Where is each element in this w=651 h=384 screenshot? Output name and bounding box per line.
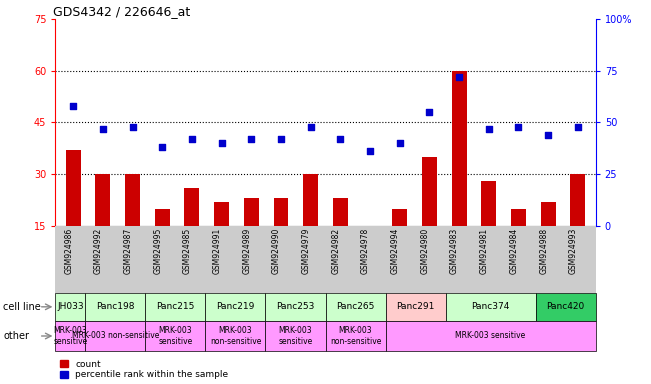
Text: Panc420: Panc420 xyxy=(547,302,585,311)
Text: MRK-003 non-sensitive: MRK-003 non-sensitive xyxy=(72,331,159,341)
Text: cell line: cell line xyxy=(3,302,41,312)
Point xyxy=(424,109,435,115)
Point xyxy=(187,136,197,142)
Text: MRK-003
sensitive: MRK-003 sensitive xyxy=(279,326,312,346)
Bar xyxy=(385,321,596,351)
Point xyxy=(157,144,167,151)
Point xyxy=(543,132,553,138)
Text: GSM924988: GSM924988 xyxy=(539,228,548,274)
Bar xyxy=(214,202,229,226)
Text: GDS4342 / 226646_at: GDS4342 / 226646_at xyxy=(53,5,190,18)
Text: GSM924992: GSM924992 xyxy=(94,228,103,274)
Bar xyxy=(385,293,445,321)
Text: MRK-003 sensitive: MRK-003 sensitive xyxy=(456,331,526,341)
Point xyxy=(484,126,494,132)
Point xyxy=(573,124,583,130)
Text: GSM924991: GSM924991 xyxy=(213,228,221,274)
Bar xyxy=(393,209,407,226)
Text: GSM924980: GSM924980 xyxy=(421,228,430,274)
Point xyxy=(276,136,286,142)
Text: GSM924985: GSM924985 xyxy=(183,228,192,274)
Text: GSM924979: GSM924979 xyxy=(301,228,311,274)
Bar xyxy=(273,198,288,226)
Point xyxy=(305,124,316,130)
Bar xyxy=(206,293,266,321)
Text: GSM924981: GSM924981 xyxy=(480,228,489,274)
Bar xyxy=(244,198,258,226)
Point xyxy=(216,140,227,146)
Point xyxy=(128,124,138,130)
Bar xyxy=(445,293,536,321)
Bar xyxy=(206,321,266,351)
Text: GSM924982: GSM924982 xyxy=(331,228,340,274)
Bar xyxy=(85,293,145,321)
Legend: count, percentile rank within the sample: count, percentile rank within the sample xyxy=(60,360,229,379)
Bar xyxy=(326,293,385,321)
Text: GSM924986: GSM924986 xyxy=(64,228,73,274)
Bar xyxy=(511,209,526,226)
Text: Panc219: Panc219 xyxy=(216,302,255,311)
Text: GSM924983: GSM924983 xyxy=(450,228,459,274)
Bar xyxy=(266,293,326,321)
Text: Panc215: Panc215 xyxy=(156,302,195,311)
Text: Panc374: Panc374 xyxy=(471,302,510,311)
Point xyxy=(395,140,405,146)
Point xyxy=(246,136,256,142)
Bar xyxy=(363,226,378,229)
Bar xyxy=(155,209,170,226)
Text: GSM924993: GSM924993 xyxy=(569,228,578,274)
Bar xyxy=(452,71,467,226)
Bar xyxy=(145,293,206,321)
Point xyxy=(365,148,375,154)
Point xyxy=(68,103,78,109)
Point xyxy=(335,136,346,142)
Text: Panc198: Panc198 xyxy=(96,302,135,311)
Bar xyxy=(184,188,199,226)
Text: GSM924994: GSM924994 xyxy=(391,228,400,274)
Text: Panc291: Panc291 xyxy=(396,302,435,311)
Text: MRK-003
non-sensitive: MRK-003 non-sensitive xyxy=(330,326,381,346)
Bar xyxy=(66,150,81,226)
Bar xyxy=(303,174,318,226)
Bar xyxy=(96,174,110,226)
Text: MRK-003
non-sensitive: MRK-003 non-sensitive xyxy=(210,326,261,346)
Bar xyxy=(326,321,385,351)
Bar xyxy=(333,198,348,226)
Bar xyxy=(266,321,326,351)
Bar xyxy=(570,174,585,226)
Text: MRK-003
sensitive: MRK-003 sensitive xyxy=(53,326,87,346)
Text: GSM924989: GSM924989 xyxy=(242,228,251,274)
Bar xyxy=(85,321,145,351)
Text: other: other xyxy=(3,331,29,341)
Bar xyxy=(422,157,437,226)
Bar xyxy=(481,181,496,226)
Bar xyxy=(55,293,85,321)
Text: GSM924984: GSM924984 xyxy=(510,228,518,274)
Text: Panc253: Panc253 xyxy=(276,302,314,311)
Bar xyxy=(541,202,555,226)
Text: JH033: JH033 xyxy=(57,302,84,311)
Text: Panc265: Panc265 xyxy=(337,302,375,311)
Bar xyxy=(125,174,140,226)
Text: GSM924995: GSM924995 xyxy=(153,228,162,274)
Text: GSM924987: GSM924987 xyxy=(124,228,133,274)
Point xyxy=(454,74,464,80)
Point xyxy=(98,126,108,132)
Bar xyxy=(536,293,596,321)
Point xyxy=(513,124,523,130)
Bar xyxy=(55,321,85,351)
Text: GSM924990: GSM924990 xyxy=(272,228,281,274)
Text: GSM924978: GSM924978 xyxy=(361,228,370,274)
Text: MRK-003
sensitive: MRK-003 sensitive xyxy=(158,326,193,346)
Bar xyxy=(145,321,206,351)
